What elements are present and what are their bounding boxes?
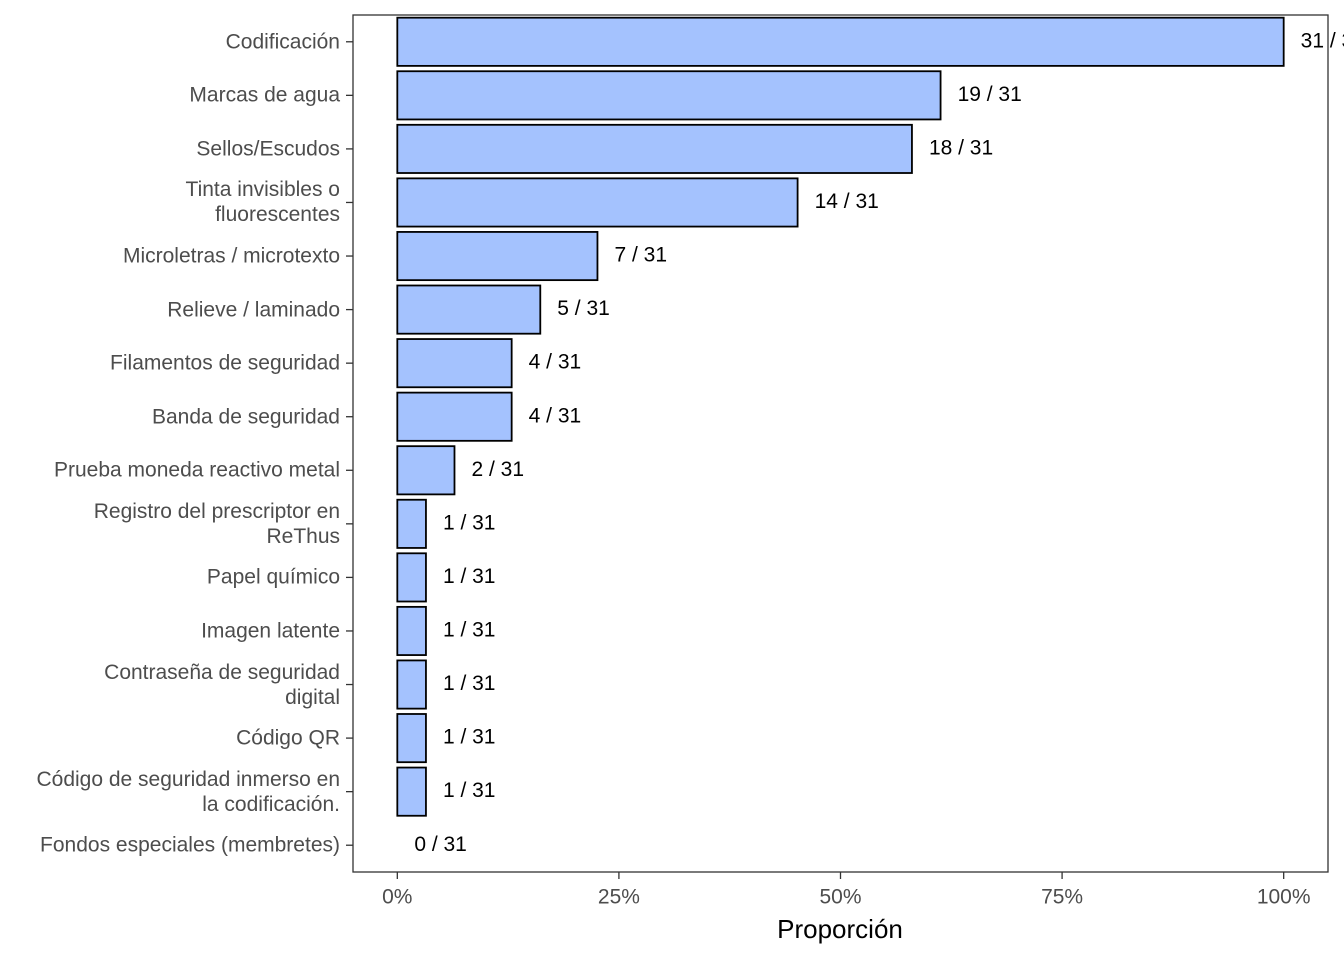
x-axis-title: Proporción xyxy=(777,914,903,944)
value-label: 1 / 31 xyxy=(443,726,496,749)
bar xyxy=(396,498,427,549)
value-label: 1 / 31 xyxy=(443,511,496,534)
y-tick-label: Tinta invisibles o fluorescentes xyxy=(185,178,340,227)
bar xyxy=(396,123,913,174)
bar xyxy=(396,284,542,335)
value-label: 31 / 31 xyxy=(1301,29,1344,52)
bar xyxy=(396,766,427,817)
bar xyxy=(396,391,513,442)
y-tick-label: Fondos especiales (membretes) xyxy=(40,833,340,857)
value-label: 1 / 31 xyxy=(443,565,496,588)
bar xyxy=(396,713,427,764)
value-label: 5 / 31 xyxy=(557,297,610,320)
x-tick-label: 25% xyxy=(598,886,640,909)
y-tick-label: Filamentos de seguridad xyxy=(110,351,340,375)
value-label: 4 / 31 xyxy=(529,404,582,427)
y-tick-label: Papel químico xyxy=(206,565,340,589)
x-tick-label: 50% xyxy=(819,886,861,909)
value-label: 1 / 31 xyxy=(443,672,496,695)
bar xyxy=(396,659,427,710)
y-tick-label: Prueba moneda reactivo metal xyxy=(54,458,340,482)
y-tick-label: Codificación xyxy=(225,30,340,54)
bar xyxy=(396,605,427,656)
bar xyxy=(396,231,599,282)
bar xyxy=(396,177,799,228)
value-label: 4 / 31 xyxy=(529,351,582,374)
bar xyxy=(396,445,456,496)
x-tick-label: 100% xyxy=(1257,886,1311,909)
y-tick-label: Código QR xyxy=(236,726,340,750)
value-label: 1 / 31 xyxy=(443,619,496,642)
x-tick-label: 75% xyxy=(1041,886,1083,909)
y-tick-label: Sellos/Escudos xyxy=(196,137,340,161)
value-label: 18 / 31 xyxy=(929,136,993,159)
y-tick-label: Código de seguridad inmerso en la codifi… xyxy=(36,767,340,816)
value-label: 1 / 31 xyxy=(443,779,496,802)
y-tick-label: Relieve / laminado xyxy=(167,298,340,322)
y-tick-label: Contraseña de seguridad digital xyxy=(104,660,340,709)
y-tick-label: Microletras / microtexto xyxy=(122,244,340,268)
value-label: 19 / 31 xyxy=(958,83,1022,106)
value-label: 2 / 31 xyxy=(471,458,524,481)
y-tick-label: Banda de seguridad xyxy=(152,405,340,429)
value-label: 7 / 31 xyxy=(614,244,667,267)
bar xyxy=(396,552,427,603)
value-label: 0 / 31 xyxy=(414,833,467,856)
bar xyxy=(396,16,1285,67)
x-tick-label: 0% xyxy=(382,886,412,909)
y-tick-label: Registro del prescriptor en ReThus xyxy=(93,499,340,548)
value-label: 14 / 31 xyxy=(815,190,879,213)
y-tick-label: Marcas de agua xyxy=(189,83,340,107)
y-tick-label: Imagen latente xyxy=(201,619,340,643)
bar xyxy=(396,338,513,389)
bar xyxy=(396,70,942,121)
